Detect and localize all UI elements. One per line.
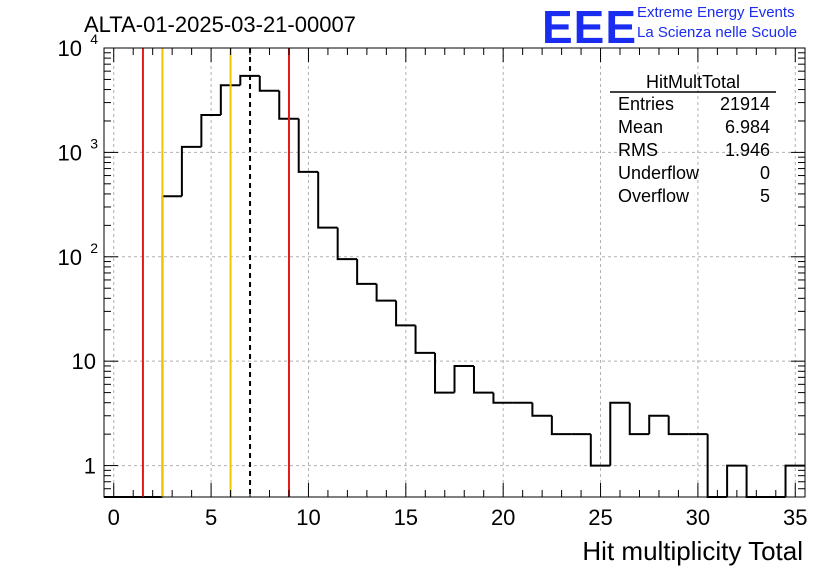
y-tick-exponent: 3 [90, 135, 98, 151]
histogram-bin [453, 364, 474, 393]
logo-subtitle-2: La Scienza nelle Scuole [637, 24, 798, 41]
stats-row-value: 0 [760, 163, 770, 183]
histogram-bin [667, 415, 689, 436]
histogram-bin [589, 434, 611, 467]
x-tick-label: 5 [205, 505, 217, 530]
x-tick-label: 15 [394, 505, 418, 530]
histogram-bin [161, 195, 182, 497]
x-tick-label: 0 [108, 505, 120, 530]
stats-row-label: Entries [618, 94, 674, 114]
histogram-bin [297, 118, 319, 173]
stats-box-title: HitMultTotal [646, 72, 740, 92]
histogram-bin [395, 300, 416, 327]
eee-logo: EEE [542, 1, 638, 53]
plot-title: ALTA-01-2025-03-21-00007 [84, 12, 356, 37]
y-tick-label: 10 [58, 245, 82, 270]
stats-row-label: Overflow [618, 186, 690, 206]
stats-row-value: 5 [760, 186, 770, 206]
histogram-bin [726, 464, 747, 497]
y-tick-label: 10 [58, 36, 82, 61]
histogram-bin [434, 352, 455, 394]
y-tick-label: 10 [58, 140, 82, 165]
histogram-bin [278, 90, 299, 120]
y-tick-label: 1 [84, 454, 96, 479]
histogram-bin [200, 114, 221, 147]
histogram-bin [550, 415, 572, 436]
histogram-bin [472, 365, 494, 394]
histogram-bin [356, 259, 377, 285]
x-tick-label: 35 [783, 505, 807, 530]
histogram-bin [414, 325, 436, 354]
stats-row-label: Mean [618, 117, 663, 137]
histogram-bin [258, 75, 280, 92]
histogram-bin [219, 84, 241, 116]
x-axis-label: Hit multiplicity Total [582, 536, 803, 566]
histogram-bin [531, 402, 552, 417]
x-tick-label: 20 [491, 505, 515, 530]
histogram-bin [628, 402, 650, 436]
x-tick-label: 30 [686, 505, 710, 530]
histogram-bin [239, 74, 260, 86]
stats-row-value: 6.984 [725, 117, 770, 137]
histogram-bin [648, 414, 669, 435]
x-tick-label: 25 [588, 505, 612, 530]
y-tick-exponent: 2 [90, 240, 98, 256]
logo-subtitle-1: Extreme Energy Events [637, 4, 795, 21]
y-tick-label: 10 [72, 349, 96, 374]
histogram-bin [336, 227, 358, 261]
histogram-bin [317, 171, 338, 229]
stats-row-value: 1.946 [725, 140, 770, 160]
histogram-bin [180, 145, 202, 197]
stats-row-label: RMS [618, 140, 658, 160]
stats-row-label: Underflow [618, 163, 700, 183]
stats-row-value: 21914 [720, 94, 770, 114]
histogram-bin [609, 401, 630, 466]
y-tick-exponent: 4 [90, 31, 98, 47]
histogram-bin [492, 392, 513, 404]
x-tick-label: 10 [296, 505, 320, 530]
histogram-bin [375, 283, 397, 302]
